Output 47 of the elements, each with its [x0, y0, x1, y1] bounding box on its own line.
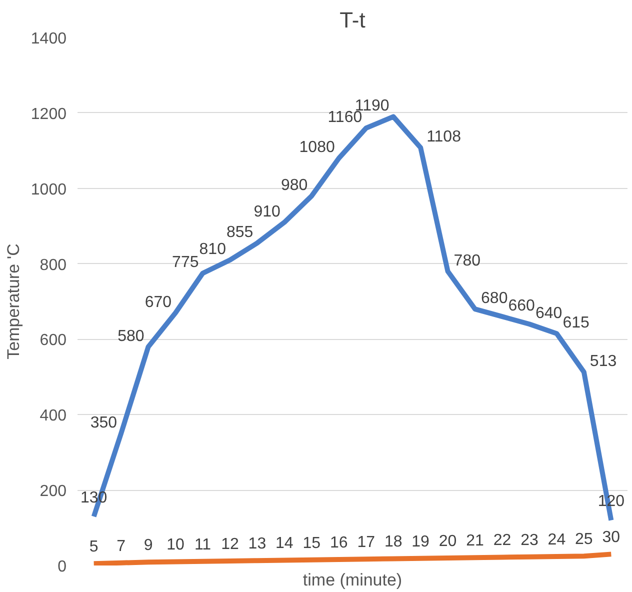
data-label: 19 [412, 533, 430, 550]
data-label: 640 [535, 305, 562, 322]
y-tick-label: 800 [40, 256, 67, 274]
data-label: 11 [194, 536, 212, 554]
y-tick-label: 400 [40, 408, 67, 425]
data-label: 24 [548, 531, 566, 548]
y-tick-label: 1400 [30, 30, 67, 48]
data-label: 18 [384, 534, 402, 551]
data-label: 910 [254, 203, 281, 220]
data-label: 660 [508, 298, 536, 315]
data-label: 25 [575, 531, 593, 548]
data-label: 7 [116, 538, 126, 555]
data-label: 5 [89, 538, 98, 556]
data-label: 1080 [299, 139, 335, 156]
data-label: 350 [90, 414, 118, 432]
data-label: 775 [172, 254, 199, 272]
data-label: 780 [454, 252, 481, 270]
x-axis-title: time (minute) [302, 570, 402, 590]
y-tick-label: 1200 [30, 106, 67, 123]
data-label: 513 [590, 353, 617, 370]
data-label: 855 [226, 224, 254, 242]
y-tick-label: 0 [58, 558, 67, 576]
data-label: 16 [330, 534, 348, 552]
data-label: 580 [118, 328, 144, 345]
data-label: 17 [357, 534, 376, 552]
data-label: 21 [466, 532, 484, 550]
y-tick-label: 600 [40, 332, 67, 350]
data-label: 14 [276, 535, 294, 552]
data-label: 615 [562, 314, 590, 332]
data-label: 980 [280, 176, 308, 194]
data-label: 670 [144, 294, 172, 311]
y-tick-label: 1000 [30, 181, 67, 198]
data-label: 22 [493, 532, 512, 550]
chart-title: T-t [340, 8, 366, 32]
data-label: 9 [144, 537, 153, 554]
data-label: 12 [221, 536, 239, 553]
data-label: 30 [602, 529, 620, 546]
data-label: 810 [199, 241, 226, 258]
data-label: 23 [520, 532, 538, 549]
data-label: 1108 [426, 128, 462, 146]
y-axis-title: Temperature ʹC [4, 244, 23, 360]
data-label: 680 [481, 290, 508, 308]
data-label: 15 [302, 534, 321, 552]
y-tick-label: 200 [40, 483, 67, 500]
data-label: 20 [438, 532, 457, 550]
data-label: 13 [248, 536, 266, 553]
data-label: 10 [166, 536, 185, 554]
